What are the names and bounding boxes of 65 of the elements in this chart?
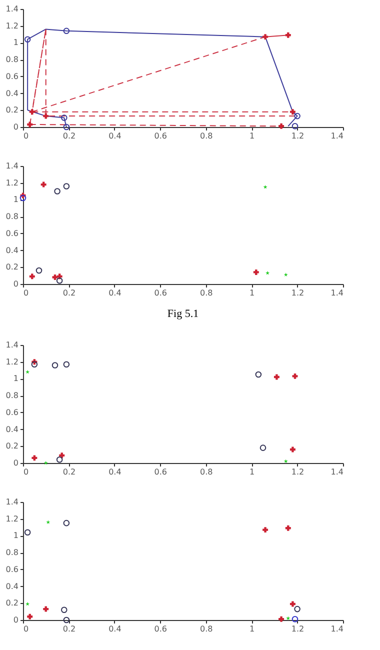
y-tick-label: 0.8 [6,548,18,558]
x-tick-label: 0 [24,132,29,140]
y-tick-label: 0.6 [6,228,18,238]
y-tick-label: 0 [13,458,18,468]
x-tick-label: 1 [250,624,255,634]
y-tick-label: 0.8 [6,55,18,64]
y-tick-label: 0 [13,280,18,288]
y-tick-label: 0.4 [6,88,18,98]
y-tick-label: 0.2 [6,262,18,272]
x-tick-label: 1.2 [291,132,304,140]
x-tick-label: 1.4 [330,288,344,298]
y-tick-label: 0.4 [6,246,18,255]
x-tick-label: 0.4 [108,132,122,140]
y-tick-label: 1.2 [6,178,18,188]
y-tick-label: 1 [13,195,18,204]
x-tick-label: 0 [24,624,29,634]
x-tick-label: 0.6 [154,624,168,634]
y-tick-label: 0.8 [6,391,18,400]
y-tick-label: 0.2 [6,106,18,115]
y-tick-label: 0.2 [6,442,18,451]
y-tick-label: 1.4 [6,498,18,506]
y-tick-label: 0.6 [6,564,18,574]
x-tick-label: 1.4 [330,624,344,634]
x-tick-label: 1.4 [330,132,344,140]
x-tick-label: 0.4 [108,468,122,476]
y-tick-label: 1 [13,374,18,384]
x-tick-label: 1.2 [291,624,304,634]
y-tick-label: 1.2 [6,514,18,524]
x-tick-label: 0.2 [62,132,76,140]
x-tick-label: 0.6 [154,288,168,298]
y-tick-label: 1 [13,531,18,540]
x-tick-label: 0.2 [62,468,76,476]
x-tick-label: 1.2 [291,288,304,298]
y-tick-label: 1 [13,38,18,48]
y-tick-label: 1.4 [6,162,18,170]
x-tick-label: 1 [250,132,255,140]
y-tick-label: 1.2 [6,21,18,30]
x-tick-label: 1 [250,288,255,298]
x-tick-label: 0 [24,288,29,298]
x-tick-label: 0.8 [200,624,213,634]
x-tick-label: 0.2 [62,288,76,298]
x-tick-label: 0 [24,468,29,476]
y-tick-label: 0.4 [6,424,18,434]
x-tick-label: 0.4 [108,288,122,298]
y-tick-label: 0 [13,616,18,624]
y-tick-label: 0.4 [6,582,18,591]
y-tick-label: 1.4 [6,340,18,350]
y-tick-label: 0.8 [6,212,18,222]
y-tick-label: 1.4 [6,4,18,14]
x-tick-label: 1.2 [291,468,304,476]
x-tick-label: 0.8 [200,288,213,298]
y-tick-label: 0.6 [6,72,18,81]
x-tick-label: 1.4 [330,468,344,476]
y-tick-label: 0.2 [6,598,18,608]
x-tick-label: 0.6 [154,468,168,476]
y-tick-label: 0 [13,122,18,132]
y-tick-label: 1.2 [6,357,18,366]
x-tick-label: 1 [250,468,255,476]
x-tick-label: 0.8 [200,468,213,476]
x-tick-label: 0.2 [62,624,76,634]
x-tick-label: 0.6 [154,132,168,140]
x-tick-label: 0.4 [108,624,122,634]
y-tick-label: 0.6 [6,408,18,417]
caption: Fig 5.1 [167,308,199,320]
x-tick-label: 0.8 [200,132,213,140]
